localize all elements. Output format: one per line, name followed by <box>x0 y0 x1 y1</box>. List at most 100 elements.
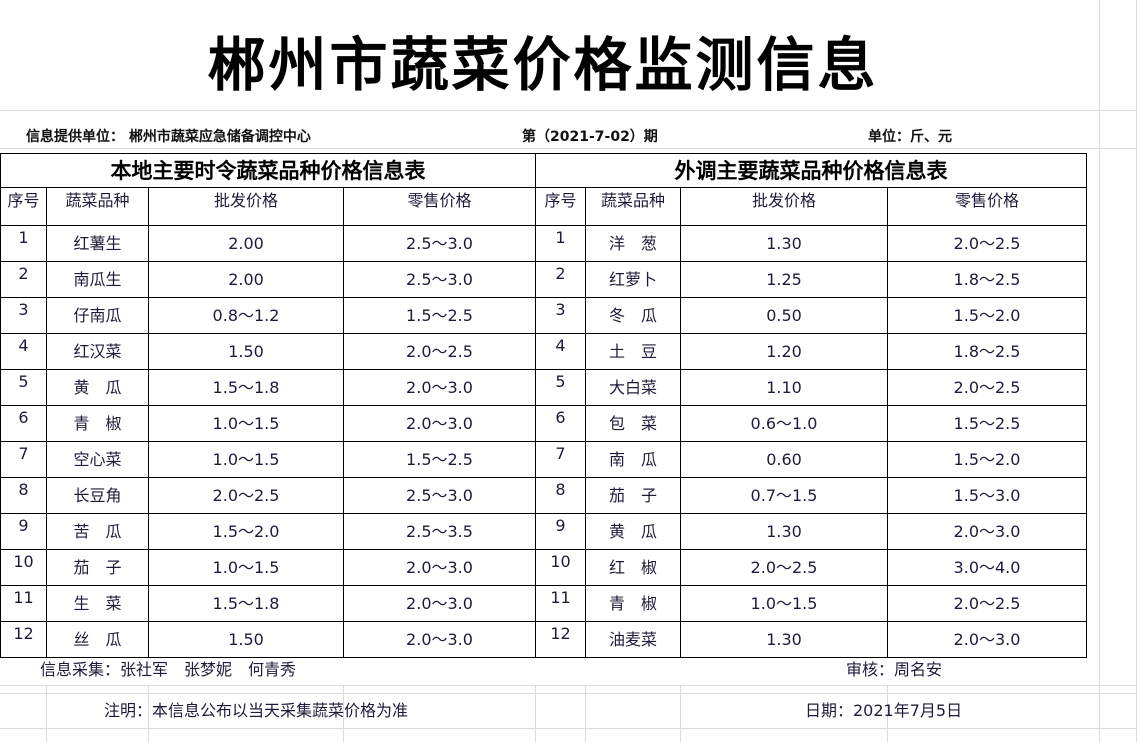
reviewer: 审核：周名安 <box>846 660 943 679</box>
local-row-number: 4 <box>18 335 29 355</box>
external-wholesale-price: 1.30 <box>680 225 888 262</box>
external-vegetable-name: 茄 子 <box>585 477 681 514</box>
external-retail-price: 1.8～2.5 <box>887 261 1087 298</box>
local-row-number-cell: 9 <box>0 513 47 550</box>
external-wholesale-price: 0.60 <box>680 441 888 478</box>
table-row: 1 红薯生 2.00 2.5～3.0 1 洋 葱 1.30 2.0～2.5 <box>0 225 1087 262</box>
external-row-number: 3 <box>555 299 566 319</box>
local-wholesale-price: 1.5～1.8 <box>148 585 344 622</box>
local-row-number-cell: 5 <box>0 369 47 406</box>
local-wholesale-price: 0.8～1.2 <box>148 297 344 334</box>
external-row-number: 2 <box>555 263 566 283</box>
external-row-number: 9 <box>555 515 566 535</box>
external-header-wholesale: 批发价格 <box>751 190 816 210</box>
local-retail-price: 2.0～3.0 <box>343 585 536 622</box>
local-retail-price: 2.5～3.0 <box>343 225 536 262</box>
external-retail-price: 2.0～2.5 <box>887 585 1087 622</box>
local-vegetable-name: 南瓜生 <box>46 261 149 298</box>
external-vegetable-name: 包 菜 <box>585 405 681 442</box>
price-table: 本地主要时令蔬菜品种价格信息表 外调主要蔬菜品种价格信息表 序号 蔬菜品种 批发价格… <box>0 153 1087 658</box>
table-row: 2 南瓜生 2.00 2.5～3.0 2 红萝卜 1.25 1.8～2.5 <box>0 261 1087 298</box>
table-row: 3 仔南瓜 0.8～1.2 1.5～2.5 3 冬 瓜 0.50 1.5～2.0 <box>0 297 1087 334</box>
local-row-number: 5 <box>18 371 29 391</box>
local-retail-price: 1.5～2.5 <box>343 441 536 478</box>
local-vegetable-name: 黄 瓜 <box>46 369 149 406</box>
external-vegetable-name: 红 椒 <box>585 549 681 586</box>
local-row-number: 11 <box>13 587 34 607</box>
local-vegetable-name: 苦 瓜 <box>46 513 149 550</box>
external-wholesale-price: 1.10 <box>680 369 888 406</box>
local-row-number: 2 <box>18 263 29 283</box>
local-vegetable-name: 空心菜 <box>46 441 149 478</box>
table-row: 4 红汉菜 1.50 2.0～2.5 4 土 豆 1.20 1.8～2.5 <box>0 333 1087 370</box>
external-retail-price: 1.5～3.0 <box>887 477 1087 514</box>
collectors: 信息采集：张社军 张梦妮 何青秀 <box>40 660 297 679</box>
local-wholesale-price: 1.0～1.5 <box>148 405 344 442</box>
external-vegetable-name: 南 瓜 <box>585 441 681 478</box>
local-retail-price: 2.0～3.0 <box>343 405 536 442</box>
local-wholesale-price: 1.5～2.0 <box>148 513 344 550</box>
local-header-vegetable: 蔬菜品种 <box>65 190 130 210</box>
external-wholesale-price: 1.30 <box>680 513 888 550</box>
table-row: 11 生 菜 1.5～1.8 2.0～3.0 11 青 椒 1.0～1.5 2.0～2.5 <box>0 585 1087 622</box>
external-row-number: 1 <box>555 227 566 247</box>
local-retail-price: 2.5～3.0 <box>343 477 536 514</box>
external-wholesale-price: 0.50 <box>680 297 888 334</box>
local-vegetable-name: 茄 子 <box>46 549 149 586</box>
external-vegetable-name: 洋 葱 <box>585 225 681 262</box>
external-wholesale-price: 0.6～1.0 <box>680 405 888 442</box>
external-retail-price: 2.0～3.0 <box>887 513 1087 550</box>
local-header-vegetable-cell: 蔬菜品种 <box>46 187 149 226</box>
local-row-number: 9 <box>18 515 29 535</box>
external-vegetable-name: 土 豆 <box>585 333 681 370</box>
local-wholesale-price: 1.50 <box>148 621 344 658</box>
external-retail-price: 2.0～2.5 <box>887 369 1087 406</box>
local-retail-price: 1.5～2.5 <box>343 297 536 334</box>
date: 日期：2021年7月5日 <box>805 701 963 720</box>
local-row-number: 10 <box>13 551 34 571</box>
local-wholesale-price: 1.50 <box>148 333 344 370</box>
table-row: 9 苦 瓜 1.5～2.0 2.5～3.5 9 黄 瓜 1.30 2.0～3.0 <box>0 513 1087 550</box>
external-header-no-cell: 序号 <box>535 187 586 226</box>
table-row: 10 茄 子 1.0～1.5 2.0～3.0 10 红 椒 2.0～2.5 3.0～4.0 <box>0 549 1087 586</box>
local-row-number: 6 <box>18 407 29 427</box>
external-row-number-cell: 3 <box>535 297 586 334</box>
external-header-wholesale-cell: 批发价格 <box>680 187 888 226</box>
external-row-number-cell: 12 <box>535 621 586 658</box>
external-row-number-cell: 10 <box>535 549 586 586</box>
table-row: 6 青 椒 1.0～1.5 2.0～3.0 6 包 菜 0.6～1.0 1.5～2.5 <box>0 405 1087 442</box>
table-row: 5 黄 瓜 1.5～1.8 2.0～3.0 5 大白菜 1.10 2.0～2.5 <box>0 369 1087 406</box>
local-vegetable-name: 红汉菜 <box>46 333 149 370</box>
local-header-wholesale: 批发价格 <box>213 190 278 210</box>
external-row-number: 12 <box>550 623 571 643</box>
local-row-number-cell: 6 <box>0 405 47 442</box>
unit-label: 单位：斤、元 <box>868 129 952 145</box>
external-retail-price: 1.5～2.5 <box>887 405 1087 442</box>
local-header-retail-cell: 零售价格 <box>343 187 536 226</box>
external-row-number: 5 <box>555 371 566 391</box>
external-retail-price: 1.5～2.0 <box>887 441 1087 478</box>
external-row-number-cell: 8 <box>535 477 586 514</box>
external-header-no: 序号 <box>544 190 577 210</box>
local-row-number-cell: 10 <box>0 549 47 586</box>
local-row-number: 8 <box>18 479 29 499</box>
external-wholesale-price: 0.7～1.5 <box>680 477 888 514</box>
page-title: 郴州市蔬菜价格监测信息 <box>207 31 879 99</box>
external-header-vegetable-cell: 蔬菜品种 <box>585 187 681 226</box>
local-retail-price: 2.0～3.0 <box>343 549 536 586</box>
local-retail-price: 2.5～3.0 <box>343 261 536 298</box>
local-header-no-cell: 序号 <box>0 187 47 226</box>
local-retail-price: 2.0～3.0 <box>343 369 536 406</box>
local-row-number-cell: 4 <box>0 333 47 370</box>
external-table-title: 外调主要蔬菜品种价格信息表 <box>535 153 1087 188</box>
local-row-number: 7 <box>18 443 29 463</box>
local-retail-price: 2.0～2.5 <box>343 333 536 370</box>
issue-number: 第（2021-7-02）期 <box>522 129 658 145</box>
local-table-title: 本地主要时令蔬菜品种价格信息表 <box>0 153 536 188</box>
local-row-number-cell: 1 <box>0 225 47 262</box>
local-vegetable-name: 丝 瓜 <box>46 621 149 658</box>
external-retail-price: 3.0～4.0 <box>887 549 1087 586</box>
external-wholesale-price: 2.0～2.5 <box>680 549 888 586</box>
local-row-number: 3 <box>18 299 29 319</box>
